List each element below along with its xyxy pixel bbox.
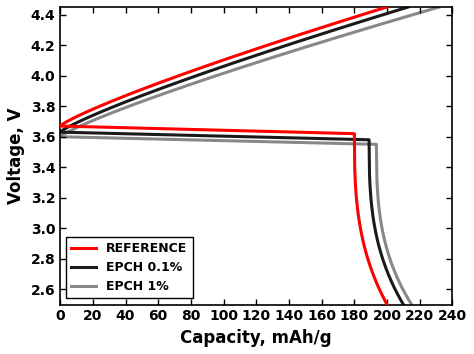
Y-axis label: Voltage, V: Voltage, V (7, 108, 25, 204)
Legend: REFERENCE, EPCH 0.1%, EPCH 1%: REFERENCE, EPCH 0.1%, EPCH 1% (66, 237, 192, 298)
X-axis label: Capacity, mAh/g: Capacity, mAh/g (181, 329, 332, 347)
